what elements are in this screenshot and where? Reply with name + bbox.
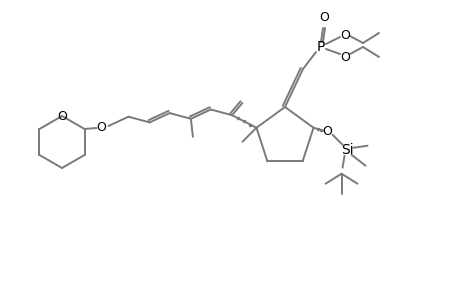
Text: Si: Si xyxy=(341,143,353,157)
Text: O: O xyxy=(57,110,67,122)
Text: O: O xyxy=(339,50,349,64)
Text: P: P xyxy=(316,40,325,54)
Text: O: O xyxy=(319,11,328,23)
Text: O: O xyxy=(339,28,349,41)
Text: O: O xyxy=(96,121,106,134)
Text: O: O xyxy=(322,125,332,138)
